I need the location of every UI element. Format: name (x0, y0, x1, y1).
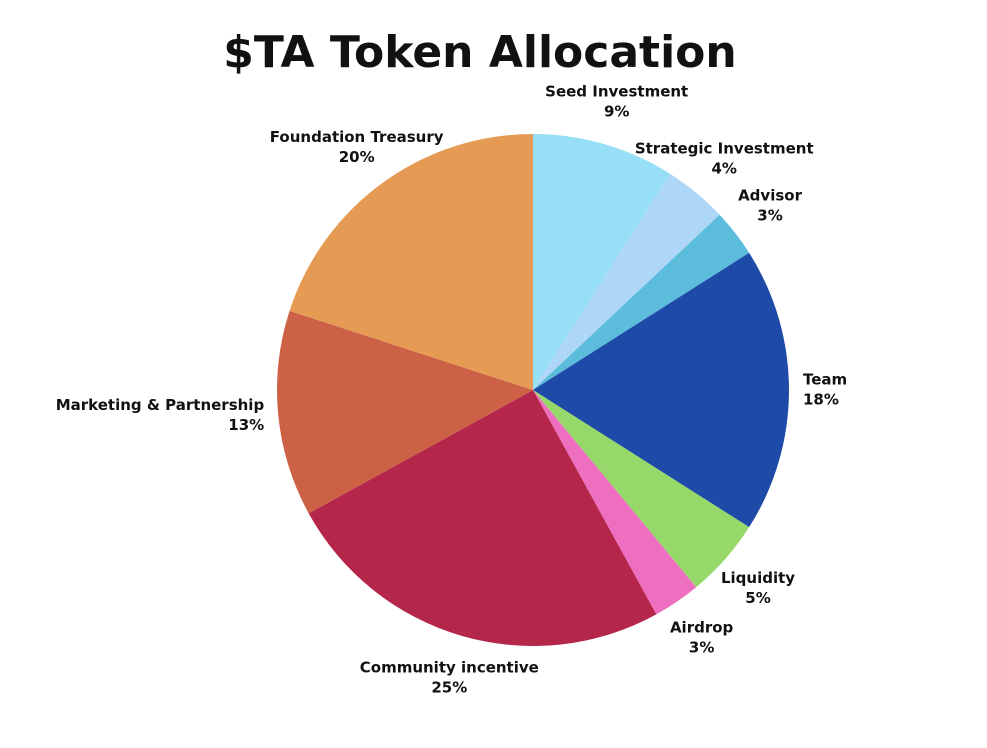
pie-slice (308, 390, 657, 646)
pie-slice (533, 173, 720, 390)
slice-value-label: 20% (339, 148, 375, 166)
slice-label: Advisor (738, 187, 802, 205)
pie-slice (533, 252, 790, 528)
pie-slice (533, 214, 750, 390)
pie-slice (277, 310, 533, 514)
slice-value-label: 9% (604, 102, 629, 120)
slice-label: Seed Investment (545, 82, 688, 100)
pie-slice (533, 390, 697, 615)
slice-value-label: 4% (711, 159, 736, 177)
slice-label: Liquidity (721, 569, 795, 587)
slice-value-label: 13% (228, 416, 264, 434)
slice-value-label: 5% (745, 589, 770, 607)
slice-value-label: 25% (431, 679, 467, 697)
slice-label: Airdrop (670, 619, 734, 637)
slice-value-label: 3% (757, 207, 782, 225)
pie-slice (533, 134, 671, 390)
slice-value-label: 3% (689, 639, 714, 657)
slice-label: Team (803, 371, 847, 389)
slice-label: Strategic Investment (635, 139, 814, 157)
pie-slice (289, 134, 533, 390)
pie-slice (533, 390, 750, 588)
slice-label: Marketing & Partnership (56, 396, 265, 414)
slice-value-label: 18% (803, 391, 839, 409)
slice-label: Community incentive (360, 659, 539, 677)
chart-title: $TA Token Allocation (223, 27, 736, 78)
slice-label: Foundation Treasury (270, 128, 444, 146)
